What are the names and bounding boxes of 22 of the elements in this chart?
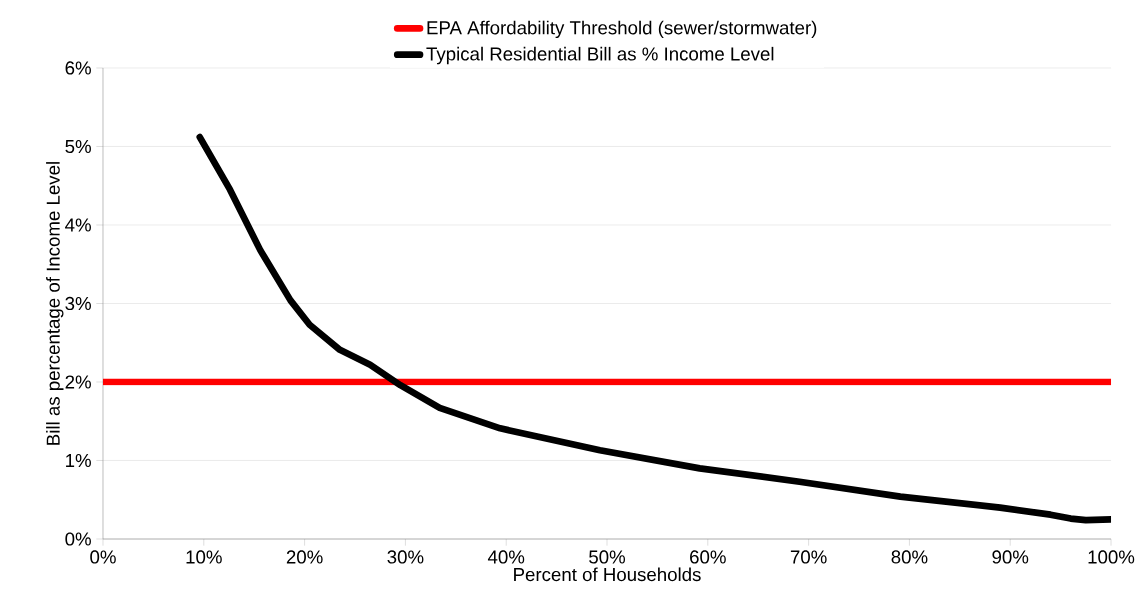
- x-tick-label: 30%: [387, 550, 424, 564]
- y-tick-label: 1%: [66, 453, 91, 468]
- y-tick-label: 5%: [65, 139, 91, 154]
- y-tick-label: 4%: [65, 218, 91, 232]
- y-tick-label: 6%: [65, 61, 91, 75]
- y-tick-label: 2%: [65, 375, 91, 389]
- x-tick-label: 100%: [1088, 550, 1135, 564]
- x-tick-label: 50%: [589, 550, 626, 564]
- legend-label: Typical Residential Bill as % Income Level: [426, 46, 774, 65]
- x-tick-label: 60%: [690, 550, 726, 564]
- x-tick-label: 40%: [487, 550, 525, 564]
- y-axis-title: Bill as percentage of Income Level: [46, 162, 64, 445]
- x-tick-label: 90%: [992, 550, 1029, 564]
- x-axis-title: Percent of Households: [514, 567, 701, 582]
- x-tick-label: 70%: [790, 550, 827, 564]
- x-tick-label: 10%: [186, 550, 222, 564]
- x-tick-label: 20%: [286, 550, 323, 564]
- y-tick-label: 0%: [65, 532, 91, 546]
- x-tick-label: 80%: [891, 550, 928, 564]
- x-tick-label: 0%: [90, 550, 116, 564]
- y-tick-label: 3%: [65, 296, 91, 311]
- legend-label: EPA Affordability Threshold (sewer/stormwater): [427, 20, 817, 39]
